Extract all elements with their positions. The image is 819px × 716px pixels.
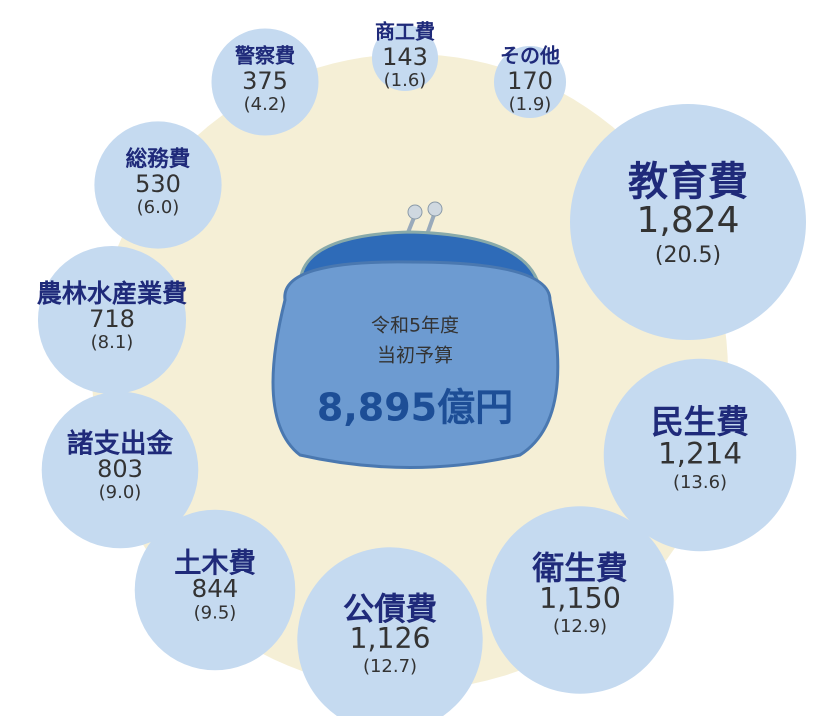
amount-label: 1,824 <box>636 200 739 241</box>
category-label: その他 <box>500 43 560 67</box>
share-label: (9.0) <box>99 482 142 503</box>
purse-knob <box>428 202 442 216</box>
share-label: (6.0) <box>137 197 180 218</box>
center-title: 令和5年度 <box>371 315 459 337</box>
chart: 令和5年度 当初予算 8,895億円 教育費1,824(20.5) 民生費1,21… <box>0 0 819 716</box>
share-label: (1.9) <box>509 94 552 115</box>
amount-label: 1,126 <box>350 622 431 655</box>
share-label: (9.5) <box>194 602 237 623</box>
amount-label: 530 <box>135 170 181 198</box>
share-label: (20.5) <box>655 243 721 268</box>
amount-label: 718 <box>89 305 135 333</box>
amount-label: 1,214 <box>658 437 742 471</box>
share-label: (12.7) <box>363 656 417 677</box>
purse-knob <box>408 205 422 219</box>
share-label: (1.6) <box>384 70 427 91</box>
share-label: (4.2) <box>244 94 287 115</box>
page: 令和5年度 当初予算 8,895億円 教育費1,824(20.5) 民生費1,21… <box>0 0 819 716</box>
amount-label: 803 <box>97 455 143 483</box>
share-label: (13.6) <box>673 472 727 493</box>
amount-label: 375 <box>242 67 288 95</box>
amount-label: 1,150 <box>539 581 621 615</box>
category-label: 教育費 <box>628 159 748 205</box>
category-label: 民生費 <box>651 403 749 441</box>
category-label: 総務費 <box>126 146 191 172</box>
amount-label: 170 <box>507 67 553 95</box>
amount-label: 143 <box>382 43 428 71</box>
share-label: (12.9) <box>553 616 607 637</box>
amount-label: 844 <box>192 574 239 603</box>
category-label: 商工費 <box>375 19 435 43</box>
category-label: 農林水産業費 <box>37 279 187 308</box>
share-label: (8.1) <box>91 332 134 353</box>
center-total: 8,895億円 <box>317 386 513 430</box>
category-label: 警察費 <box>235 43 295 67</box>
center-title: 当初予算 <box>377 345 453 367</box>
